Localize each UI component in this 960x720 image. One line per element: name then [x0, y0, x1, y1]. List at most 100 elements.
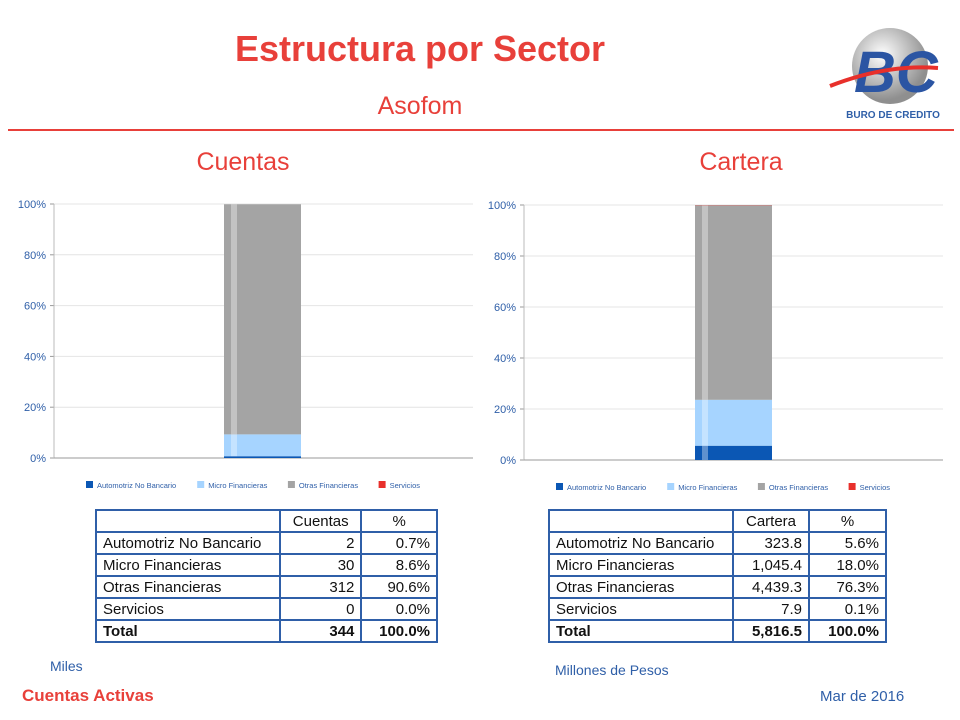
- legend-label-otras-financieras: Otras Financieras: [769, 483, 828, 492]
- table-total-row: Total 5,816.5 100.0%: [548, 619, 887, 643]
- row-percent: 90.6%: [360, 575, 438, 599]
- bar-highlight-micro-financieras: [702, 399, 708, 446]
- legend-swatch-micro-financieras: [197, 481, 205, 488]
- bar-segment-automotriz-no-bancario: [224, 456, 301, 458]
- row-value: 0: [278, 597, 363, 621]
- row-percent: 0.1%: [808, 597, 887, 621]
- header-cell: Cuentas: [278, 509, 363, 533]
- page-subtitle: Asofom: [377, 92, 463, 120]
- total-value: 5,816.5: [732, 619, 810, 643]
- footer-label: Cuentas Activas: [22, 686, 154, 705]
- table-header-row: Cartera %: [548, 509, 887, 533]
- bar-segment-micro-financieras: [224, 434, 301, 457]
- table-row: Servicios 7.9 0.1%: [548, 597, 887, 621]
- table-row: Otras Financieras 312 90.6%: [95, 575, 438, 599]
- y-tick-label: 60%: [24, 301, 46, 313]
- y-tick-label: 60%: [494, 302, 516, 314]
- row-label: Servicios: [548, 597, 734, 621]
- table-row: Automotriz No Bancario 2 0.7%: [95, 531, 438, 555]
- row-label: Automotriz No Bancario: [95, 531, 281, 555]
- legend-swatch-otras-financieras: [287, 481, 295, 488]
- row-percent: 5.6%: [808, 531, 887, 555]
- row-label: Servicios: [95, 597, 281, 621]
- header-cell: %: [360, 509, 438, 533]
- bar-segment-automotriz-no-bancario: [695, 445, 772, 460]
- bar-segment-otras-financieras: [695, 205, 772, 400]
- buro-de-credito-logo: BC BURO DE CREDITO: [826, 24, 948, 124]
- legend-label-micro-financieras: Micro Financieras: [678, 483, 737, 492]
- row-value: 4,439.3: [732, 575, 810, 599]
- table-cuentas: Cuentas % Automotriz No Bancario 2 0.7% …: [95, 509, 438, 643]
- y-tick-label: 100%: [18, 199, 46, 211]
- y-tick-label: 20%: [494, 404, 516, 416]
- row-label: Micro Financieras: [548, 553, 734, 577]
- total-label: Total: [95, 619, 281, 643]
- row-value: 30: [278, 553, 363, 577]
- bar-segment-otras-financieras: [224, 204, 301, 435]
- header-cell: [95, 509, 281, 533]
- header-cell: %: [808, 509, 887, 533]
- table-row: Micro Financieras 1,045.4 18.0%: [548, 553, 887, 577]
- footer-date: Mar de 2016: [820, 688, 905, 705]
- legend-label-otras-financieras: Otras Financieras: [299, 481, 358, 490]
- row-percent: 76.3%: [808, 575, 887, 599]
- row-label: Otras Financieras: [548, 575, 734, 599]
- bar-segment-micro-financieras: [695, 399, 772, 446]
- legend-label-micro-financieras: Micro Financieras: [208, 481, 267, 490]
- table-row: Automotriz No Bancario 323.8 5.6%: [548, 531, 887, 555]
- y-tick-label: 0%: [500, 455, 516, 467]
- legend-swatch-servicios: [848, 483, 856, 490]
- bar-highlight-otras-financieras: [231, 204, 237, 435]
- header-cell: Cartera: [732, 509, 810, 533]
- row-percent: 8.6%: [360, 553, 438, 577]
- chart-cuentas: 0% 20% 40% 60% 80% 100% Automotriz No Bancario…: [18, 199, 473, 490]
- header-cell: [548, 509, 734, 533]
- row-label: Automotriz No Bancario: [548, 531, 734, 555]
- y-tick-label: 80%: [494, 251, 516, 263]
- bar-highlight-automotriz-no-bancario: [702, 445, 708, 460]
- total-label: Total: [548, 619, 734, 643]
- legend-label-servicios: Servicios: [860, 483, 891, 492]
- y-tick-label: 100%: [488, 200, 516, 212]
- chart-cartera: 0% 20% 40% 60% 80% 100% Automotriz No Bancario…: [488, 200, 943, 492]
- bc-logo-icon: BC: [829, 28, 939, 105]
- page-title: Estructura por Sector: [234, 28, 606, 69]
- total-percent: 100.0%: [808, 619, 887, 643]
- row-value: 312: [278, 575, 363, 599]
- y-tick-label: 0%: [30, 453, 46, 465]
- chart-title-cartera: Cartera: [699, 148, 783, 176]
- legend-swatch-otras-financieras: [757, 483, 765, 490]
- row-percent: 0.7%: [360, 531, 438, 555]
- table-row: Micro Financieras 30 8.6%: [95, 553, 438, 577]
- bar-highlight-otras-financieras: [702, 205, 708, 400]
- row-value: 2: [278, 531, 363, 555]
- table-cartera: Cartera % Automotriz No Bancario 323.8 5…: [548, 509, 887, 643]
- units-note-cartera: Millones de Pesos: [555, 662, 669, 678]
- table-row: Otras Financieras 4,439.3 76.3%: [548, 575, 887, 599]
- y-tick-label: 80%: [24, 250, 46, 262]
- y-tick-label: 40%: [494, 353, 516, 365]
- total-percent: 100.0%: [360, 619, 438, 643]
- table-total-row: Total 344 100.0%: [95, 619, 438, 643]
- header-divider: [8, 129, 954, 131]
- row-percent: 18.0%: [808, 553, 887, 577]
- legend-label-automotriz-no-bancario: Automotriz No Bancario: [567, 483, 646, 492]
- row-percent: 0.0%: [360, 597, 438, 621]
- legend-label-automotriz-no-bancario: Automotriz No Bancario: [97, 481, 176, 490]
- y-tick-label: 40%: [24, 351, 46, 363]
- row-value: 323.8: [732, 531, 810, 555]
- row-value: 1,045.4: [732, 553, 810, 577]
- row-label: Otras Financieras: [95, 575, 281, 599]
- units-note-cuentas: Miles: [50, 658, 83, 674]
- legend-swatch-automotriz-no-bancario: [556, 483, 563, 490]
- logo-text: BURO DE CREDITO: [846, 110, 940, 121]
- legend-label-servicios: Servicios: [390, 481, 421, 490]
- row-label: Micro Financieras: [95, 553, 281, 577]
- legend-swatch-automotriz-no-bancario: [86, 481, 93, 488]
- table-row: Servicios 0 0.0%: [95, 597, 438, 621]
- y-tick-label: 20%: [24, 402, 46, 414]
- bar-highlight-micro-financieras: [231, 434, 237, 457]
- table-header-row: Cuentas %: [95, 509, 438, 533]
- row-value: 7.9: [732, 597, 810, 621]
- legend-swatch-servicios: [378, 481, 386, 488]
